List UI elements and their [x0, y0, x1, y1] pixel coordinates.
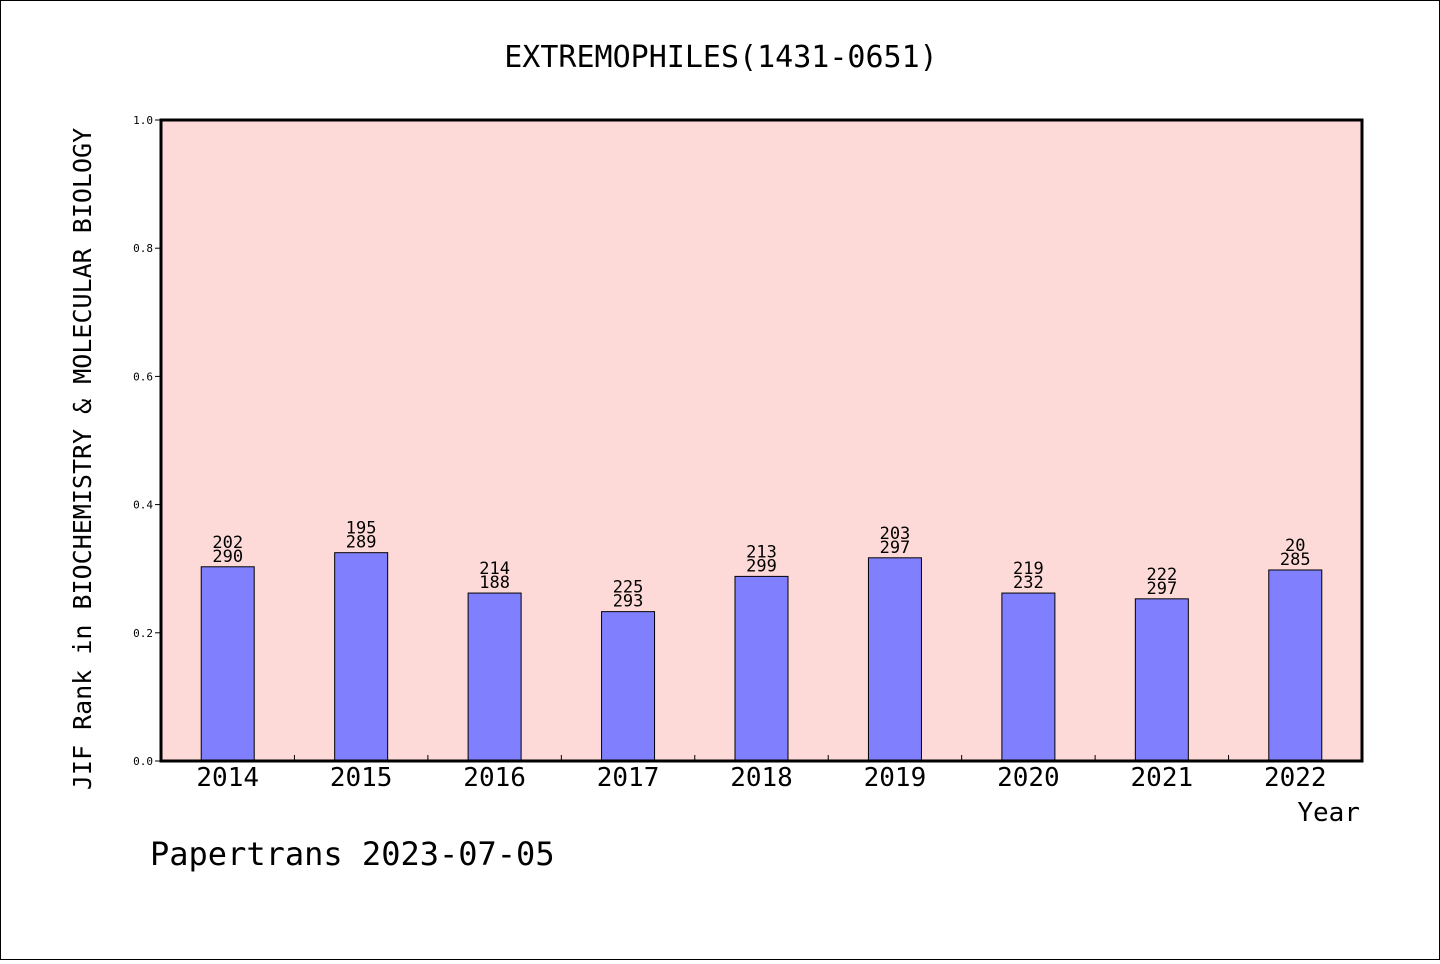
bar-2018 — [734, 575, 789, 762]
bar-2020 — [1001, 592, 1056, 762]
bar-label-bottom: 290 — [212, 547, 243, 567]
bar-label-top: 195 — [346, 519, 377, 539]
y-axis-label: JIF Rank in BIOCHEMISTRY & MOLECULAR BIO… — [68, 128, 97, 790]
bar-label-top: 222 — [1146, 565, 1177, 585]
x-axis-ticks: 2014 2015 2016 2017 2018 2019 2020 2021 2022 — [196, 755, 1327, 793]
chart-title: EXTREMOPHILES(1431-0651) — [504, 40, 937, 75]
bar-label-bottom: 232 — [1013, 573, 1044, 593]
x-tick-label: 2014 — [196, 763, 259, 793]
bar-label-top: 20 — [1285, 536, 1305, 556]
bar-2015 — [334, 552, 389, 762]
x-tick-label: 2017 — [597, 763, 660, 793]
x-tick-label: 2022 — [1264, 763, 1327, 793]
bar-label-top: 214 — [479, 559, 510, 579]
x-axis-label: Year — [1297, 798, 1360, 828]
bar-label-bottom: 299 — [746, 556, 777, 576]
y-tick-label: 0.4 — [133, 499, 153, 512]
bar-2016 — [467, 592, 522, 762]
bar-2017 — [601, 611, 656, 762]
bar-label-bottom: 297 — [1146, 579, 1177, 599]
y-tick-label: 0.8 — [133, 242, 153, 255]
y-tick-label: 1.0 — [133, 114, 153, 127]
bar-2019 — [867, 557, 922, 762]
bar-label-top: 202 — [212, 533, 243, 553]
x-tick-label: 2021 — [1131, 763, 1194, 793]
y-tick-label: 0.0 — [133, 755, 153, 768]
bar-label-top: 219 — [1013, 559, 1044, 579]
plot-border — [159, 118, 1364, 763]
bar-label-top: 213 — [746, 542, 777, 562]
bar-label-bottom: 293 — [613, 592, 644, 612]
bars — [200, 552, 1323, 762]
bar-label-bottom: 285 — [1280, 550, 1311, 570]
x-tick-label: 2015 — [330, 763, 393, 793]
x-tick-label: 2019 — [864, 763, 927, 793]
bar-2022 — [1268, 569, 1323, 762]
bar-2014 — [200, 566, 255, 762]
footer-text: Papertrans 2023-07-05 — [150, 835, 555, 873]
bar-2021 — [1134, 598, 1189, 762]
y-axis-ticks: 0.0 0.2 0.4 0.6 0.8 1.0 — [133, 114, 161, 768]
x-tick-label: 2020 — [997, 763, 1060, 793]
y-tick-label: 0.6 — [133, 370, 153, 383]
bar-label-top: 225 — [613, 578, 644, 598]
bar-label-bottom: 297 — [880, 538, 911, 558]
bar-label-bottom: 289 — [346, 533, 377, 553]
bar-label-top: 203 — [880, 524, 911, 544]
y-tick-label: 0.2 — [133, 627, 153, 640]
x-tick-label: 2018 — [730, 763, 793, 793]
x-tick-label: 2016 — [463, 763, 526, 793]
bar-label-bottom: 188 — [479, 573, 510, 593]
